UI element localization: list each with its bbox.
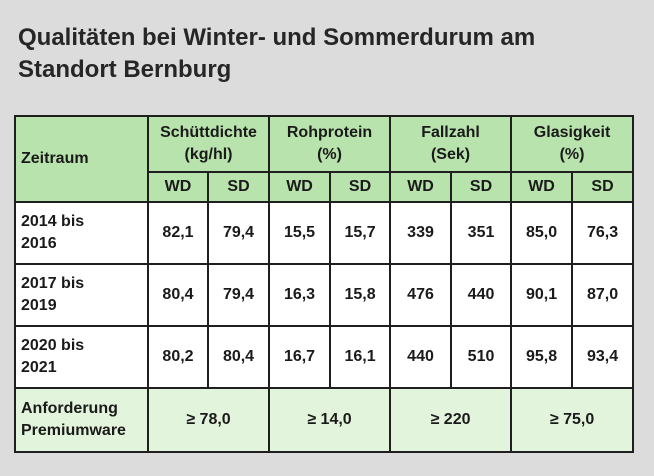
table-cell: 79,4 bbox=[206, 263, 271, 327]
row-label: Anforderung Premiumware bbox=[14, 387, 149, 453]
table-cell: 80,4 bbox=[206, 325, 271, 389]
page-title: Qualitäten bei Winter- und Sommerdurum a… bbox=[18, 22, 618, 86]
row-label: 2017 bis 2019 bbox=[14, 263, 149, 327]
table-cell: 93,4 bbox=[571, 325, 635, 389]
sd-header: SD bbox=[571, 171, 635, 203]
header-unit: (Sek) bbox=[430, 146, 471, 163]
wd-header: WD bbox=[147, 171, 209, 203]
quality-table: Zeitraum Schüttdichte (kg/hl) Rohprotein… bbox=[14, 115, 635, 453]
table-cell: 351 bbox=[450, 201, 513, 265]
table-cell: 15,8 bbox=[329, 263, 392, 327]
table-cell: 16,1 bbox=[329, 325, 392, 389]
table-row: 2017 bis 2019 80,4 79,4 16,3 15,8 476 44… bbox=[14, 263, 635, 327]
table-cell: 339 bbox=[389, 201, 453, 265]
row-label-line-2: Premiumware bbox=[21, 422, 126, 439]
table-cell: 15,5 bbox=[268, 201, 332, 265]
schuettdichte-header: Schüttdichte (kg/hl) bbox=[146, 115, 271, 173]
zeitraum-header: Zeitraum bbox=[14, 115, 149, 203]
requirement-fallzahl: ≥ 220 bbox=[389, 387, 513, 453]
fallzahl-header: Fallzahl (Sek) bbox=[389, 115, 513, 173]
table-cell: 15,7 bbox=[329, 201, 392, 265]
table-cell: 76,3 bbox=[571, 201, 635, 265]
table-cell: 90,1 bbox=[510, 263, 574, 327]
row-label-line-1: Anforderung bbox=[21, 400, 118, 417]
row-label: 2014 bis 2016 bbox=[14, 201, 149, 265]
wd-header: WD bbox=[510, 171, 574, 203]
table-cell: 440 bbox=[389, 325, 453, 389]
row-label-line-2: 2021 bbox=[21, 359, 57, 376]
requirement-glasigkeit: ≥ 75,0 bbox=[510, 387, 635, 453]
row-label: 2020 bis 2021 bbox=[14, 325, 149, 389]
table-cell: 476 bbox=[389, 263, 453, 327]
table-cell: 87,0 bbox=[571, 263, 635, 327]
table-cell: 79,4 bbox=[206, 201, 271, 265]
row-label-line-1: 2017 bis bbox=[21, 275, 85, 292]
requirement-schuettdichte: ≥ 78,0 bbox=[146, 387, 271, 453]
header-unit: (kg/hl) bbox=[184, 146, 233, 163]
title-line-2: Standort Bernburg bbox=[18, 56, 232, 83]
header-unit: (%) bbox=[559, 146, 585, 163]
wd-header: WD bbox=[389, 171, 453, 203]
table-cell: 80,2 bbox=[147, 325, 209, 389]
table-cell: 85,0 bbox=[510, 201, 574, 265]
table-cell: 440 bbox=[450, 263, 513, 327]
table-row: 2020 bis 2021 80,2 80,4 16,7 16,1 440 51… bbox=[14, 325, 635, 389]
table-row: 2014 bis 2016 82,1 79,4 15,5 15,7 339 35… bbox=[14, 201, 635, 265]
header-row: Zeitraum Schüttdichte (kg/hl) Rohprotein… bbox=[14, 115, 635, 203]
header-label: Rohprotein bbox=[286, 124, 373, 141]
title-line-1: Qualitäten bei Winter- und Sommerdurum a… bbox=[18, 24, 536, 51]
wd-header: WD bbox=[268, 171, 332, 203]
row-label-line-2: 2019 bbox=[21, 297, 57, 314]
sd-header: SD bbox=[329, 171, 392, 203]
premium-requirement-row: Anforderung Premiumware ≥ 78,0 ≥ 14,0 ≥ … bbox=[14, 387, 635, 453]
table-cell: 16,3 bbox=[268, 263, 332, 327]
subheader-row: WD SD WD SD WD SD WD SD bbox=[15, 171, 635, 203]
rohprotein-header: Rohprotein (%) bbox=[268, 115, 392, 173]
row-label-line-1: 2014 bis bbox=[21, 213, 85, 230]
table-cell: 510 bbox=[450, 325, 513, 389]
glasigkeit-header: Glasigkeit (%) bbox=[510, 115, 635, 173]
header-unit: (%) bbox=[317, 146, 342, 163]
row-label-line-1: 2020 bis bbox=[21, 337, 85, 354]
table-cell: 82,1 bbox=[147, 201, 209, 265]
header-label: Schüttdichte bbox=[160, 124, 257, 141]
table-cell: 95,8 bbox=[510, 325, 574, 389]
row-label-line-2: 2016 bbox=[21, 235, 57, 252]
table-cell: 80,4 bbox=[147, 263, 209, 327]
header-label: Fallzahl bbox=[421, 124, 480, 141]
header-label: Glasigkeit bbox=[533, 124, 611, 141]
table-cell: 16,7 bbox=[268, 325, 332, 389]
sd-header: SD bbox=[206, 171, 271, 203]
requirement-rohprotein: ≥ 14,0 bbox=[268, 387, 392, 453]
sd-header: SD bbox=[450, 171, 513, 203]
